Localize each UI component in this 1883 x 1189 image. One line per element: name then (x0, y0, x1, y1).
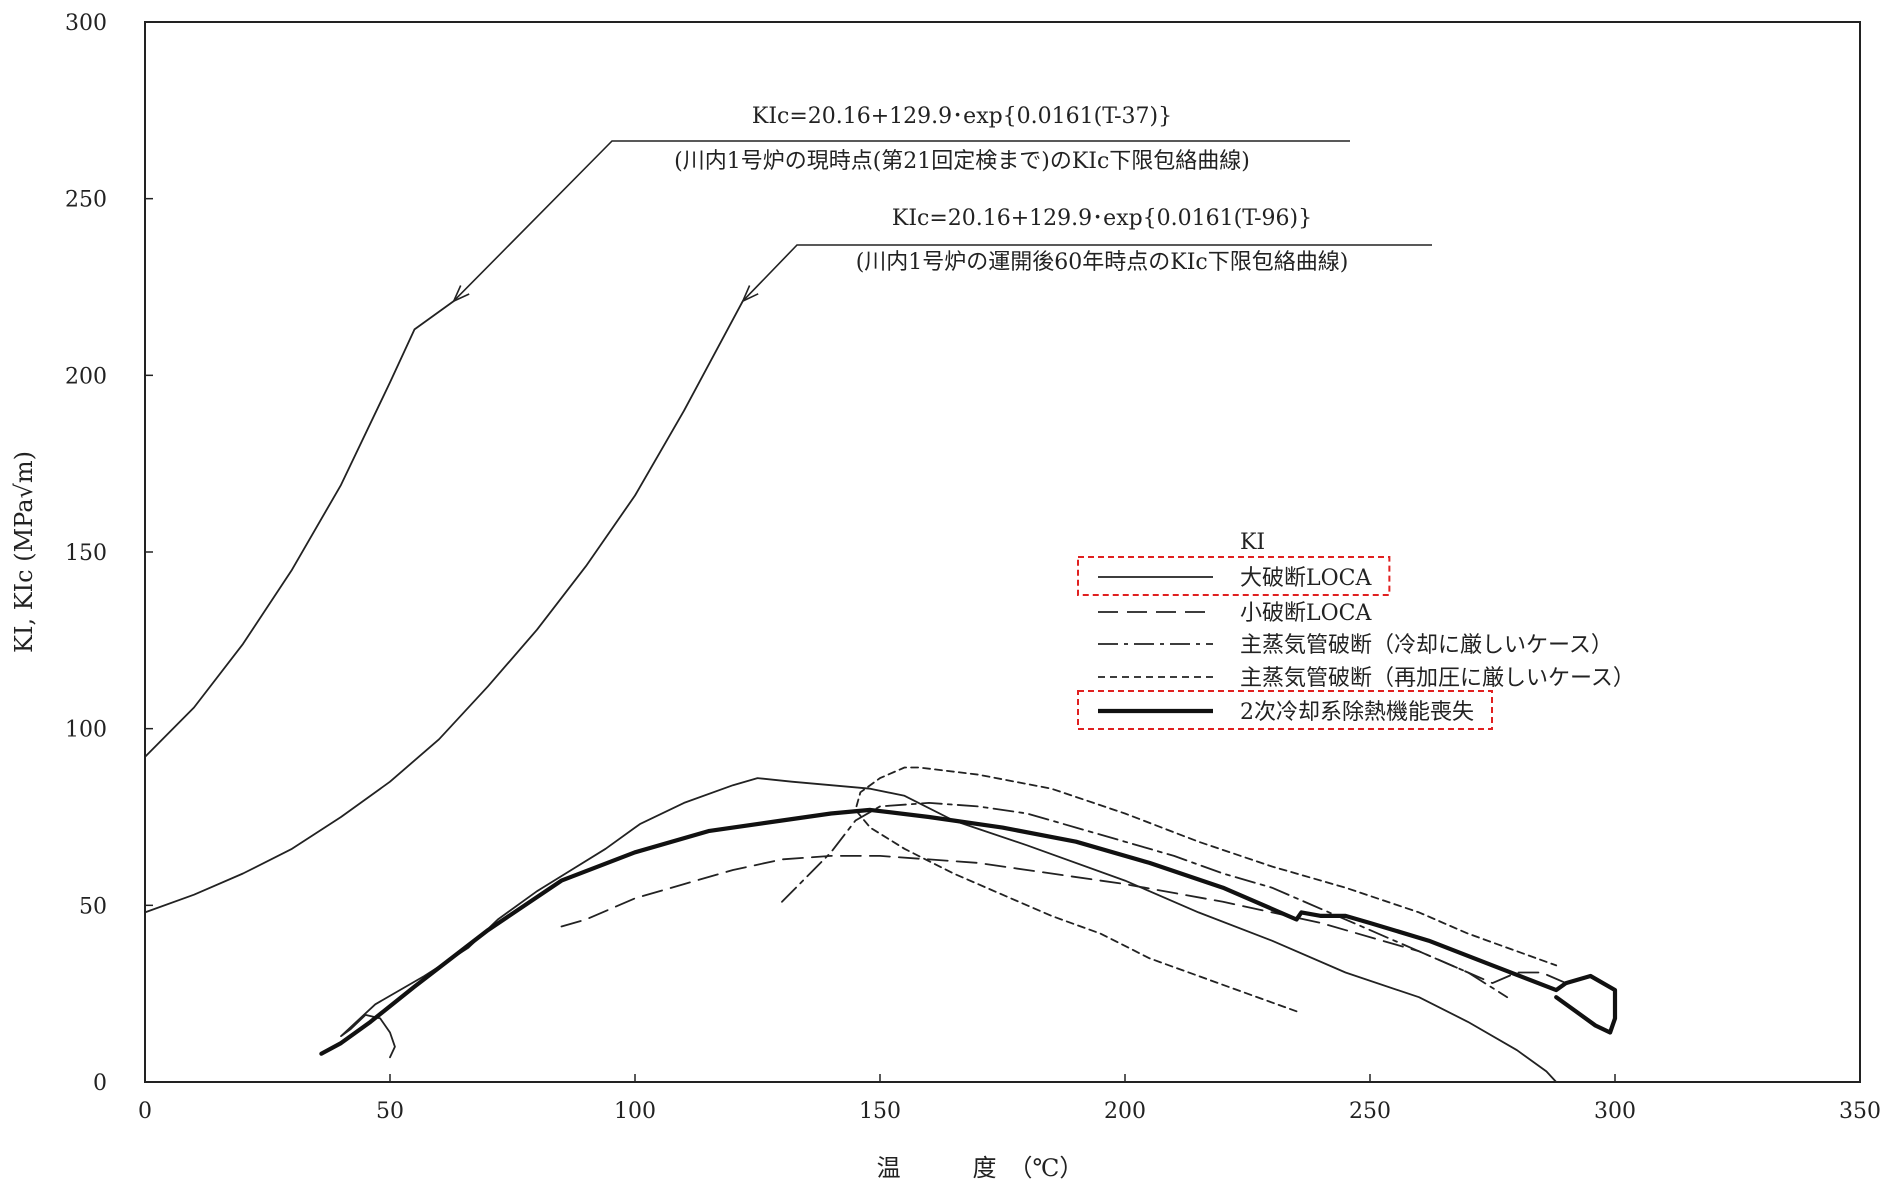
arrow-head (452, 285, 470, 303)
y-tick-label: 100 (65, 718, 107, 743)
ki-series (319, 766, 1618, 1083)
x-tick-label: 250 (1349, 1099, 1391, 1124)
x-tick-label: 150 (859, 1099, 901, 1124)
legend-label-5: 2次冷却系除熱機能喪失 (1240, 700, 1474, 725)
y-tick-label: 150 (65, 541, 107, 566)
x-tick-label: 200 (1104, 1099, 1146, 1124)
x-tick-label: 100 (614, 1099, 656, 1124)
annotation-2-note: (川内1号炉の運開後60年時点のKIc下限包絡曲線) (856, 250, 1349, 275)
y-axis-ticks: 0 50 100 150 200 250 300 (65, 11, 153, 1096)
annotation-2: KIc=20.16+129.9･exp{0.0161(T-96)} (川内1号炉… (741, 206, 1432, 303)
series-line-3 (781, 802, 1509, 999)
plot-frame (144, 21, 1861, 1083)
annotation-1: KIc=20.16+129.9･exp{0.0161(T-37)} (川内1号炉… (452, 104, 1350, 303)
series-line-1 (340, 777, 1558, 1083)
x-tick-label: 350 (1839, 1099, 1881, 1124)
x-axis-ticks: 0 50 100 150 200 250 300 350 (138, 1074, 1881, 1124)
legend-title: KI (1240, 530, 1265, 555)
legend-label-2: 小破断LOCA (1240, 601, 1372, 626)
legend-highlight-box (1077, 690, 1493, 730)
x-axis-label: 温 度 （℃） (877, 1154, 1084, 1182)
legend-label-1: 大破断LOCA (1240, 566, 1372, 591)
annotation-2-leader (742, 244, 1432, 302)
kic-current-curve (144, 300, 455, 758)
kic-curves (144, 300, 744, 914)
x-tick-label: 0 (138, 1099, 152, 1124)
y-tick-label: 0 (93, 1071, 107, 1096)
x-tick-label: 50 (376, 1099, 404, 1124)
arrow-head (741, 285, 759, 303)
y-tick-label: 50 (79, 894, 107, 919)
y-tick-label: 200 (65, 364, 107, 389)
legend-highlight-box (1077, 556, 1391, 596)
series-line-2 (560, 855, 1567, 984)
y-tick-label: 250 (65, 188, 107, 213)
legend: KI 大破断LOCA 小破断LOCA 主蒸気管破断（冷却に厳しいケース） 主蒸気管破断… (1077, 530, 1635, 730)
series-line-5 (319, 807, 1618, 1056)
annotation-1-leader (453, 140, 1350, 302)
kic-60years-curve (144, 300, 744, 914)
series-line-4 (854, 766, 1558, 1013)
x-tick-label: 300 (1594, 1099, 1636, 1124)
legend-label-3: 主蒸気管破断（冷却に厳しいケース） (1240, 633, 1613, 658)
annotation-1-note: (川内1号炉の現時点(第21回定検まで)のKIc下限包絡曲線) (674, 149, 1250, 174)
legend-label-4: 主蒸気管破断（再加圧に厳しいケース） (1240, 666, 1635, 691)
y-tick-label: 300 (65, 11, 107, 36)
annotation-1-formula: KIc=20.16+129.9･exp{0.0161(T-37)} (752, 104, 1172, 129)
annotation-2-formula: KIc=20.16+129.9･exp{0.0161(T-96)} (892, 206, 1312, 231)
y-axis-label: KI, KIc (MPa√m) (10, 451, 38, 653)
